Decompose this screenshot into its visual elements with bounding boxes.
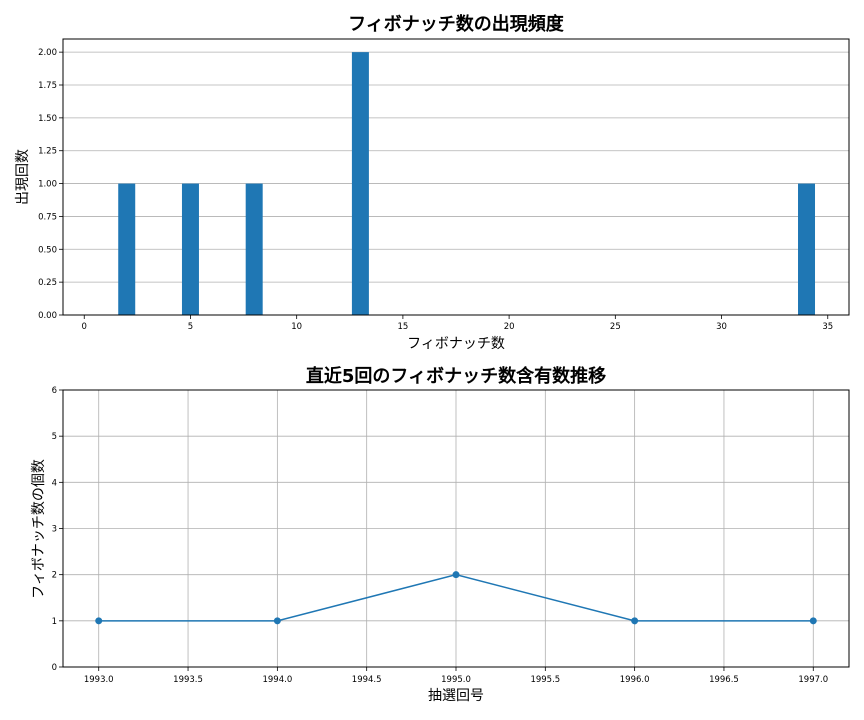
line-chart-x-tick-label: 1993.0 [84, 675, 114, 685]
bar-chart: フィボナッチ数の出現頻度 0 5 10 15 20 25 30 35 0.00 0.25 0.50… [15, 13, 850, 352]
bar-chart-grid [63, 51, 849, 316]
bar-chart-frame [62, 38, 850, 316]
bar-chart-y-tick-label: 1.75 [38, 81, 57, 91]
data-point [809, 617, 817, 625]
bar-chart-x-label: フィボナッチ数 [407, 336, 505, 352]
bar-chart-x-tick-label: 5 [188, 322, 193, 332]
line-chart-x-tick-label: 1995.0 [441, 675, 471, 685]
bar-chart-y-tick-label: 1.25 [38, 147, 57, 157]
bar-chart-x-tick-label: 20 [504, 322, 515, 332]
bar-chart-y-ticks: 0.00 0.25 0.50 0.75 1.00 1.25 1.50 1.75 2.00 [38, 48, 63, 321]
line-chart-x-tick-label: 1994.5 [352, 675, 382, 685]
line-chart: 直近5回のフィボナッチ数含有数推移 1993.0 1993.5 1994.0 1994… [31, 365, 850, 704]
line-chart-x-label: 抽選回号 [428, 688, 484, 704]
bar-chart-y-tick-label: 0.25 [38, 278, 57, 288]
bar-chart-y-tick-label: 0.00 [38, 311, 57, 321]
bar-chart-x-tick-label: 35 [822, 322, 833, 332]
bar-chart-y-tick-label: 2.00 [38, 48, 57, 58]
bar [245, 183, 263, 315]
line-chart-x-tick-label: 1993.5 [173, 675, 203, 685]
line-chart-y-tick-label: 6 [52, 386, 57, 396]
bar-chart-y-tick-label: 1.00 [38, 180, 57, 190]
bar-chart-x-tick-label: 15 [397, 322, 408, 332]
line-chart-x-ticks: 1993.0 1993.5 1994.0 1994.5 1995.0 1995.5 1996… [84, 667, 828, 685]
line-chart-x-tick-label: 1994.0 [262, 675, 292, 685]
bar-chart-y-tick-label: 0.50 [38, 245, 57, 255]
data-point [273, 617, 281, 625]
bar-chart-x-ticks: 0 5 10 15 20 25 30 35 [82, 315, 833, 332]
line-chart-y-tick-label: 5 [52, 432, 57, 442]
line-chart-grid [63, 389, 849, 668]
bar-chart-bars [118, 52, 816, 316]
line-chart-x-tick-label: 1996.0 [620, 675, 650, 685]
line-chart-series [95, 571, 817, 625]
line-chart-y-ticks: 0 1 2 3 4 5 6 [52, 386, 63, 673]
line-chart-x-tick-label: 1996.5 [709, 675, 739, 685]
bar [798, 183, 816, 315]
line-chart-title: 直近5回のフィボナッチ数含有数推移 [306, 365, 606, 387]
line-chart-y-tick-label: 1 [52, 617, 57, 627]
line-chart-y-tick-label: 0 [52, 663, 57, 673]
bar-chart-y-tick-label: 1.50 [38, 114, 57, 124]
line-chart-y-tick-label: 3 [52, 525, 57, 535]
line-chart-x-tick-label: 1997.0 [798, 675, 828, 685]
bar [118, 183, 136, 315]
data-point [95, 617, 103, 625]
bar-chart-y-label: 出現回数 [15, 149, 31, 205]
bar [351, 52, 369, 316]
bar-chart-title: フィボナッチ数の出現頻度 [348, 13, 565, 35]
data-point [631, 617, 639, 625]
bar-chart-x-tick-label: 0 [82, 322, 87, 332]
line-chart-y-tick-label: 2 [52, 571, 57, 581]
bar [181, 183, 199, 315]
bar-chart-x-tick-label: 25 [610, 322, 621, 332]
bar-chart-x-tick-label: 30 [716, 322, 727, 332]
line-chart-y-label: フィボナッチ数の個数 [31, 459, 47, 599]
line-chart-y-tick-label: 4 [52, 478, 57, 488]
data-point [452, 571, 460, 579]
line-chart-x-tick-label: 1995.5 [530, 675, 560, 685]
bar-chart-x-tick-label: 10 [291, 322, 302, 332]
bar-chart-y-tick-label: 0.75 [38, 212, 57, 222]
